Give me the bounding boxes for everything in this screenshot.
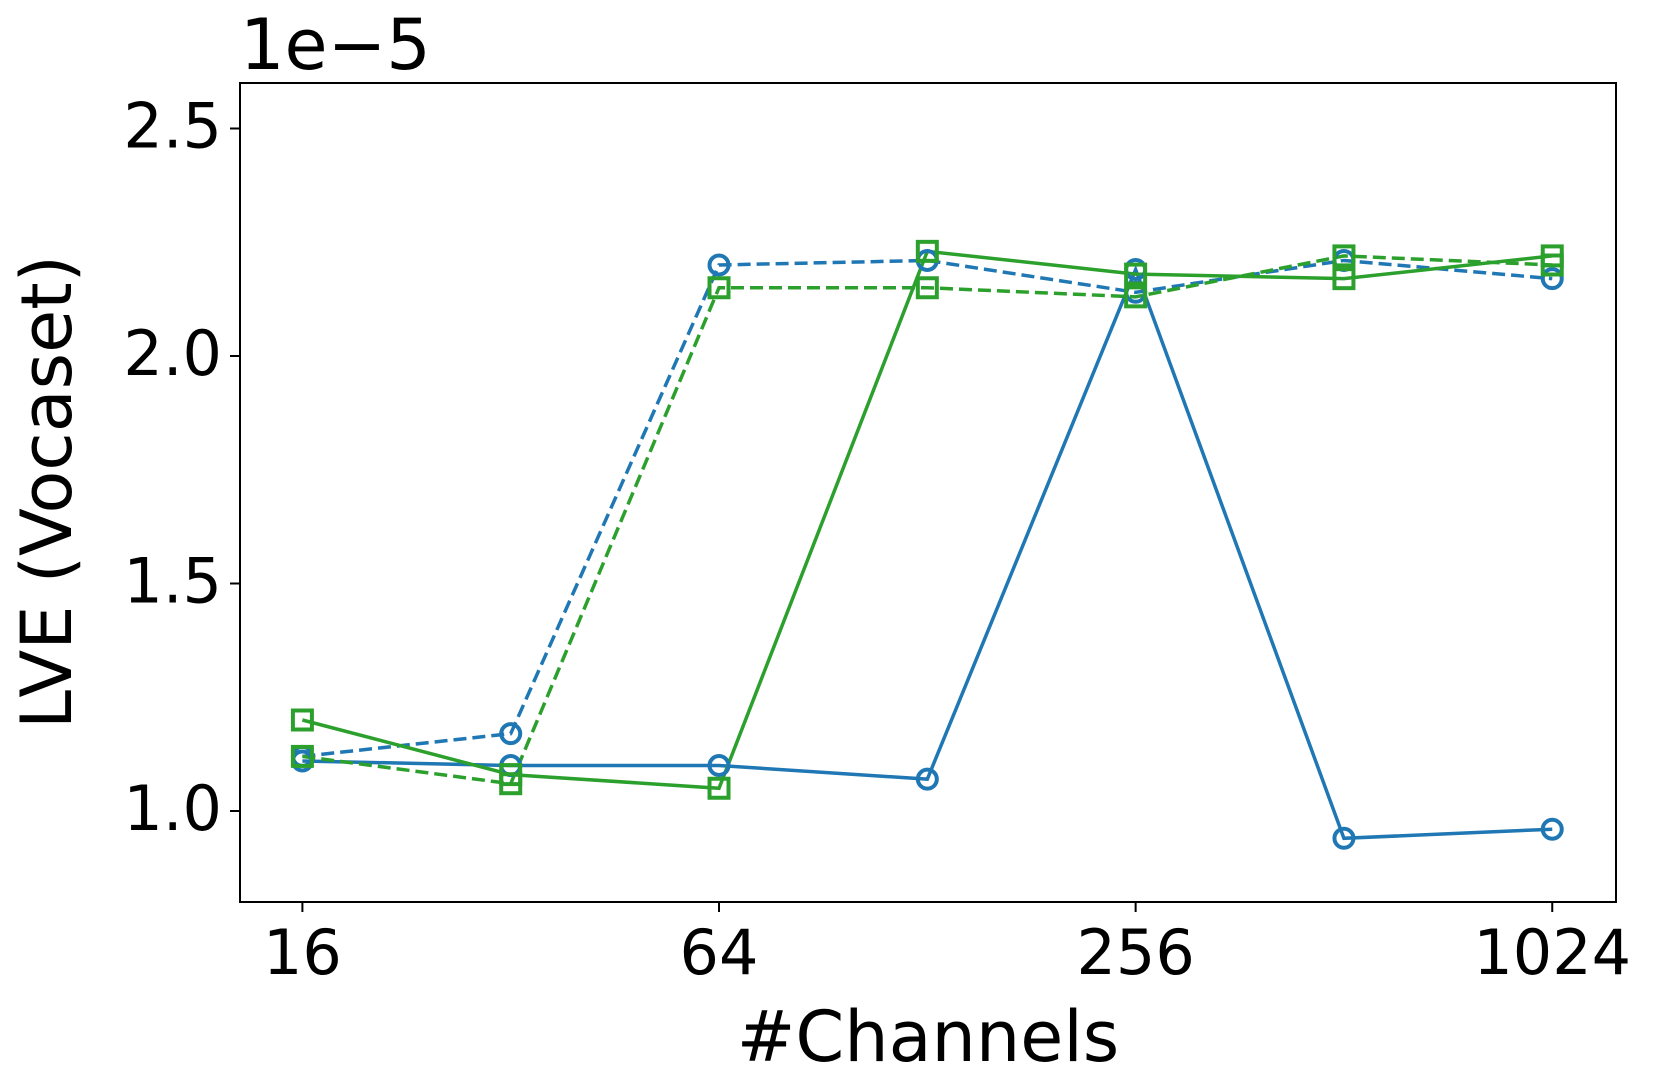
marker — [290, 708, 314, 732]
marker — [707, 754, 731, 777]
series-line — [302, 254, 1553, 786]
marker — [1540, 253, 1564, 277]
marker — [1540, 817, 1564, 841]
y-tick-label: 2.5 — [123, 90, 222, 163]
y-tick-label: 1.5 — [123, 545, 222, 618]
x-tick-label: 64 — [680, 916, 759, 989]
marker — [290, 744, 314, 768]
y-tick-label: 2.0 — [123, 317, 222, 390]
marker — [707, 776, 731, 800]
marker — [915, 276, 939, 300]
marker — [1332, 826, 1356, 850]
marker — [1332, 267, 1356, 291]
y-axis-label: LVE (Vocaset) — [6, 255, 88, 729]
marker — [707, 276, 731, 300]
plot-frame — [239, 82, 1617, 903]
x-tick-label: 16 — [263, 916, 342, 989]
marker — [499, 772, 523, 796]
marker — [707, 253, 731, 277]
x-axis-label: #Channels — [737, 996, 1120, 1078]
marker — [915, 767, 939, 791]
marker — [1332, 244, 1356, 268]
marker — [1124, 262, 1148, 286]
series-line — [302, 258, 1553, 759]
marker — [1124, 285, 1148, 309]
marker — [1540, 267, 1564, 291]
y-tick-label: 1.0 — [123, 772, 222, 845]
x-tick-label: 1024 — [1473, 916, 1631, 989]
marker — [499, 722, 523, 746]
marker — [915, 239, 939, 263]
series-line — [302, 264, 1553, 841]
y-offset-label: 1e−5 — [240, 4, 431, 86]
series-line — [301, 249, 1553, 791]
x-tick-label: 256 — [1076, 916, 1194, 989]
